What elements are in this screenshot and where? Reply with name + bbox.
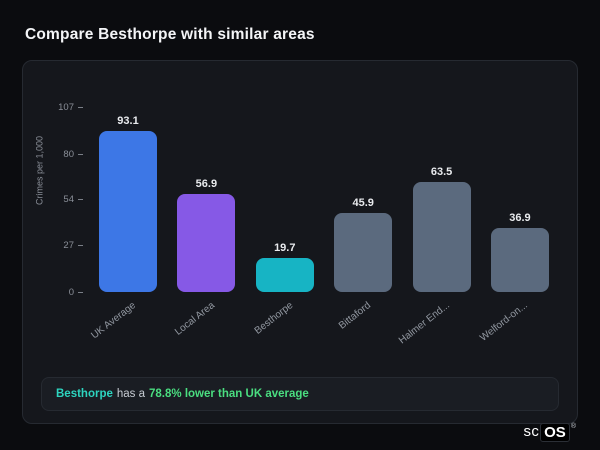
y-axis-title-wrap: Crimes per 1,000 <box>33 107 49 292</box>
y-axis: 0 27 54 80 107 <box>49 102 83 298</box>
bar-value-label: 45.9 <box>352 196 374 209</box>
bar[interactable] <box>490 228 549 292</box>
bar-value-label: 19.7 <box>274 241 296 254</box>
registered-trademark-icon: ® <box>570 423 576 430</box>
bar[interactable] <box>177 193 236 292</box>
logo-text-boxed: OS <box>540 423 570 442</box>
bar-value-label: 36.9 <box>509 212 531 225</box>
bars: 93.1 UK Average 56.9 Local Area 19.7 Besthorp… <box>89 107 559 346</box>
bar[interactable] <box>99 131 157 292</box>
bar[interactable] <box>255 257 314 292</box>
scos-logo: sc OS ® <box>524 423 576 442</box>
bar[interactable] <box>334 212 393 292</box>
y-axis-title: Crimes per 1,000 <box>34 135 45 205</box>
page-title: Compare Besthorpe with similar areas <box>25 26 315 43</box>
summary-area-name: Besthorpe <box>56 388 113 400</box>
bar-group: 56.9 Local Area <box>173 178 236 338</box>
x-axis-label: UK Average <box>89 300 139 342</box>
x-axis-label: Besthorpe <box>252 300 296 337</box>
chart-card: Crimes per 1,000 0 27 54 80 107 93.1 UK Avera… <box>22 60 578 424</box>
bar-group: 36.9 Welford-on... <box>478 212 549 344</box>
bar-value-label: 56.9 <box>195 177 218 190</box>
logo-text-plain: sc <box>523 423 540 440</box>
bar-group: 19.7 Besthorpe <box>252 242 314 337</box>
x-axis-label: Local Area <box>172 300 217 338</box>
y-tick-label: 80 <box>63 149 83 160</box>
summary-middle-text: has a <box>116 388 146 400</box>
y-tick-label: 0 <box>69 287 83 298</box>
summary-banner: Besthorpe has a 78.8% lower than UK aver… <box>41 377 559 411</box>
bar[interactable] <box>412 182 471 292</box>
bar-chart: Crimes per 1,000 0 27 54 80 107 93.1 UK Avera… <box>33 102 559 346</box>
bar-value-label: 63.5 <box>430 166 453 179</box>
x-axis-label: Welford-on... <box>478 300 531 344</box>
y-tick-label: 54 <box>63 194 83 205</box>
x-axis-label: Halmer End... <box>396 300 452 347</box>
bar-group: 45.9 Bittaford <box>334 197 393 332</box>
bar-group: 93.1 UK Average <box>90 115 157 341</box>
x-axis-label: Bittaford <box>337 300 374 332</box>
summary-highlight-text: 78.8% lower than UK average <box>149 388 309 400</box>
bar-value-label: 93.1 <box>117 115 139 128</box>
y-tick-label: 107 <box>58 102 83 113</box>
bar-group: 63.5 Halmer End... <box>397 166 471 346</box>
y-tick-label: 27 <box>63 240 83 251</box>
